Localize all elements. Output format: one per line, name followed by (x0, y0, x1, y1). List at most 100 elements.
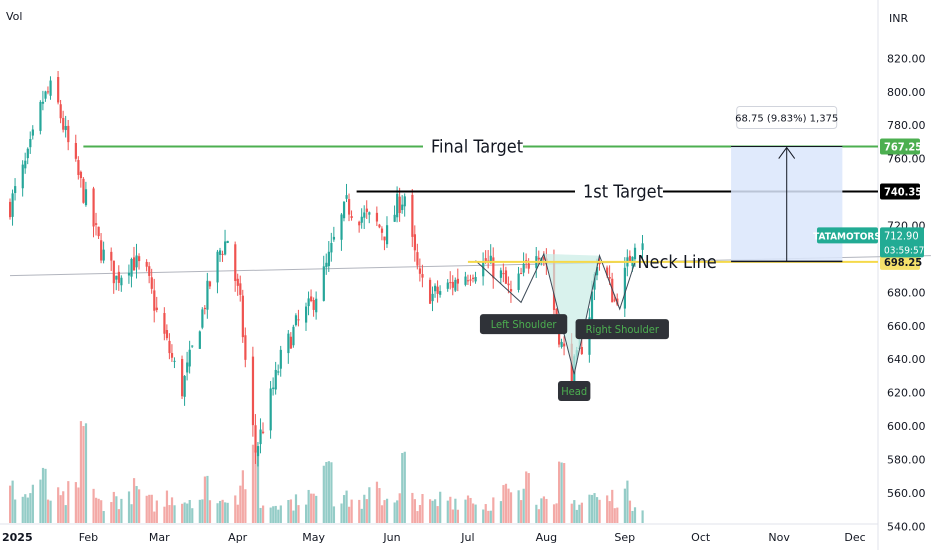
candle-body (241, 295, 244, 338)
volume-bar (110, 502, 113, 523)
countdown: 03:59:57 (884, 245, 924, 256)
pattern-label-bg (479, 314, 568, 335)
candle-body (168, 340, 171, 354)
volume-bar (165, 490, 169, 523)
candle-body (262, 431, 265, 433)
candle-body (24, 160, 27, 169)
volume-bar (428, 499, 432, 523)
volume-bar (130, 504, 133, 523)
time-axis[interactable]: 2025 Feb Mar Apr May Jun Jul Aug Sep Oct Nov Dec (2, 531, 866, 544)
volume-bar (150, 494, 153, 523)
volume-bar (552, 504, 556, 523)
volume-bar (509, 492, 513, 523)
volume-bar (484, 504, 487, 523)
pattern-label[interactable]: Right Shoulder (575, 319, 669, 340)
volume-bar (421, 494, 424, 523)
volume-bar (487, 510, 490, 523)
candle-body (59, 104, 62, 119)
candle-body (46, 91, 50, 93)
volume-bar (221, 499, 224, 523)
volume-bar (11, 480, 14, 523)
candle-body (396, 193, 399, 218)
candle-body (385, 225, 389, 245)
candle-body (57, 77, 60, 103)
volume-bar (454, 498, 457, 523)
candle-body (466, 280, 470, 282)
candle-body (517, 273, 520, 290)
volume-bar (590, 494, 594, 523)
candle-body (127, 272, 131, 276)
candle-body (411, 194, 414, 237)
pattern-label-bg (557, 380, 591, 401)
candle-body (403, 196, 406, 207)
candle-body (563, 343, 566, 347)
volume-bar (322, 465, 325, 523)
candle-body (64, 126, 67, 131)
candle-body (287, 333, 290, 354)
symbol-price-badge[interactable]: TATAMOTORS 712.90 03:59:57 (813, 227, 924, 258)
measure-arrowhead (778, 146, 796, 159)
volume-bar (504, 483, 508, 523)
volume-bar (100, 500, 103, 523)
volume-bar (598, 499, 601, 523)
candle-body (307, 298, 310, 307)
volume-bar (641, 510, 644, 523)
candle-body (380, 228, 384, 233)
candle-body (115, 275, 118, 280)
volume-bar (626, 480, 629, 523)
candle-body (277, 371, 280, 373)
y-tick-label: 760.00 (887, 153, 926, 166)
volume-bar (633, 507, 637, 523)
candle-body (165, 330, 169, 339)
volume-bar (325, 461, 328, 523)
candle-body (31, 129, 34, 136)
volume-bar (62, 491, 65, 523)
candle-body (560, 341, 563, 347)
volume-bar (385, 498, 389, 523)
volume-bar (277, 509, 280, 523)
volume-bar (44, 468, 47, 523)
level-label: Final Target (431, 137, 523, 158)
volume-bar (297, 505, 300, 523)
volume-bar (14, 499, 17, 523)
pattern-path (475, 252, 636, 375)
candle-body (383, 236, 386, 241)
candle-body (130, 258, 133, 277)
y-tick-label: 600.00 (887, 420, 926, 433)
x-tick-label: Jul (460, 531, 474, 544)
candle-body (208, 281, 212, 287)
volume-bar (375, 481, 379, 523)
candle-body (598, 262, 601, 265)
candle-body (203, 307, 207, 310)
volume-bar (312, 493, 315, 523)
volume-bar (127, 491, 131, 523)
candle-body (224, 241, 227, 255)
candle-body (14, 186, 17, 194)
volume-bar (560, 462, 563, 523)
volume-bar (77, 487, 80, 523)
volume-bar (380, 505, 384, 523)
candle-body (368, 212, 371, 215)
volume-bar (330, 462, 333, 523)
candle-body (499, 270, 503, 278)
volume-bar (542, 496, 546, 523)
vol-label: Vol (6, 10, 22, 23)
candle-body (236, 278, 239, 286)
volume-bar (342, 495, 346, 523)
volume-bar (41, 467, 45, 523)
last-price: 712.90 (884, 229, 919, 242)
volume-bar (606, 495, 609, 523)
volume-bar (439, 491, 442, 523)
currency-label: INR (889, 12, 908, 25)
candle-body (251, 356, 255, 426)
pattern-label[interactable]: Head (557, 380, 591, 401)
candle-body (62, 117, 65, 130)
candle-body (188, 349, 191, 367)
volume-bar (74, 482, 77, 523)
volume-bar (588, 494, 591, 523)
price-axis[interactable]: 820.00800.00780.00760.00720.00680.00660.… (813, 52, 925, 533)
candle-body (221, 253, 224, 255)
pattern-label[interactable]: Left Shoulder (479, 314, 568, 335)
candle-body (294, 315, 298, 326)
